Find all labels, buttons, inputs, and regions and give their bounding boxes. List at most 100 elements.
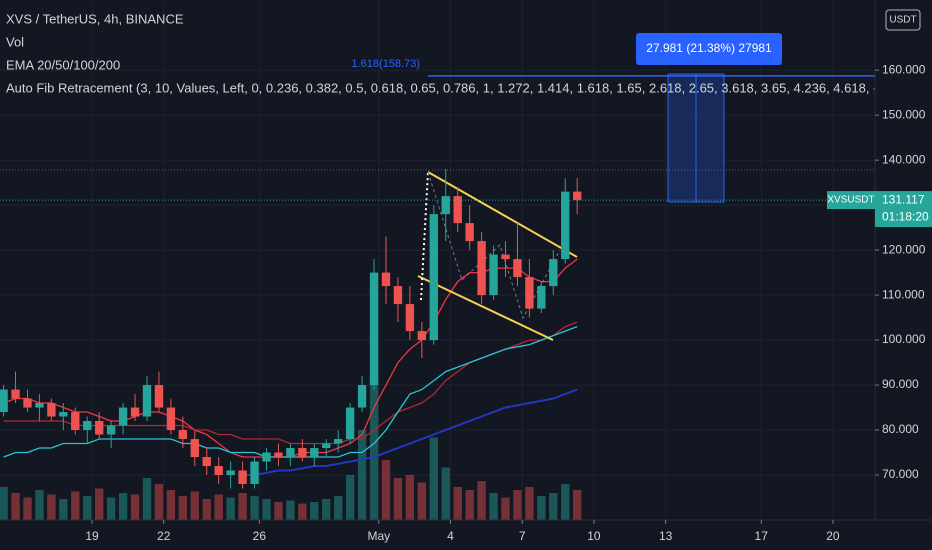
candle-body [35,403,44,408]
x-tick-label: 26 [253,529,267,543]
legend-line: Auto Fib Retracement (3, 10, Values, Lef… [6,80,932,95]
candle-body [11,389,20,399]
legend: XVS / TetherUS, 4h, BINANCE Vol EMA 20/50/… [6,11,932,95]
legend-line: EMA 20/50/100/200 [6,57,120,72]
volume-bar [118,493,128,520]
candle-body [95,421,104,435]
candle-body [334,439,343,444]
volume-bar [71,491,80,520]
y-tick-label: 140.000 [882,152,926,166]
candle-body [59,412,68,417]
volume-bar [286,500,295,520]
volume-bar [154,484,164,520]
price-tag-symbol: XVSUSDT [827,195,874,206]
volume-bar [429,437,438,520]
volume-bar [477,481,486,520]
volume-bar [322,499,331,520]
volume-bar [334,496,343,520]
candle-body [214,466,223,476]
volume-bar [23,497,32,520]
candle-body [130,407,140,417]
volume-bar [190,491,199,520]
y-tick-label: 90.000 [882,377,919,391]
volume-bar [357,430,367,520]
volume-bar [47,494,56,520]
volume-bar [298,503,307,520]
volume-bar [142,478,152,520]
ema-line [242,388,578,476]
price-tag-box [875,191,932,228]
measure-label: 27.981 (21.38%) 27981 [646,41,772,55]
candle-body [202,457,211,467]
x-tick-label: 22 [157,529,171,543]
candle-body [549,259,558,287]
candle-body [238,470,247,485]
trendline [417,275,554,341]
candle-body [465,223,474,242]
candle-body [537,286,546,309]
y-tick-label: 120.000 [882,242,926,256]
x-tick-label: 10 [587,529,601,543]
volume-bar [262,499,271,520]
candle-body [393,286,403,305]
candle-body [561,191,570,260]
volume-bar [561,484,570,520]
x-tick-label: 4 [447,529,454,543]
pole-line [420,171,429,301]
candle-body [154,385,164,408]
candle-body [369,272,379,386]
y-tick-label: 70.000 [882,467,919,481]
volume-bar [310,502,319,520]
candle-body [489,254,498,296]
candle-body [166,407,176,431]
candle-body [513,259,522,278]
volume-bar [214,494,223,520]
volume-bar [465,490,474,520]
volume-bar [549,493,558,520]
volume-bar [106,497,116,520]
volume-bar [274,502,283,520]
volume-bar [381,460,391,520]
y-tick-label: 150.000 [882,107,926,121]
volume-bar [178,496,188,520]
volume-bar [489,493,498,520]
volume-bar [83,496,92,520]
axes: 70.000 80.000 90.000 100.000 110.000 120.000 1… [85,62,925,543]
candle-body [501,254,510,260]
x-tick-label: 17 [755,529,769,543]
volume-bar [226,497,235,520]
candle-body [417,331,427,341]
volume-bar [202,499,211,520]
volume-bar [453,487,462,520]
measure-label-box [636,33,782,65]
volume-bar [393,478,403,520]
volume-bar [11,493,20,520]
trendline [427,171,578,258]
currency: USDT [889,15,916,26]
candle-body [71,412,80,431]
price-tag-symbol-box [827,191,875,210]
price-tag-countdown: 01:18:20 [882,209,929,223]
volume-bar [238,493,247,520]
volume-bar [35,490,44,520]
volume-bar [369,377,379,520]
candle-body [573,191,582,201]
x-tick-label: 7 [519,529,526,543]
price-tag-value: 131.117 [882,192,925,206]
candle-body [190,439,199,458]
volume-bar [513,490,522,520]
volume-bar [417,482,427,520]
candle-body [405,304,415,332]
volume-bar [0,487,8,520]
currency-box [885,9,921,31]
candle-body [118,407,128,426]
fib-label: 1.618(158.73) [352,58,421,70]
candle-body [477,241,486,296]
volume-bar [405,475,415,520]
x-tick-label: 19 [85,529,99,543]
y-tick-label: 100.000 [882,332,926,346]
volume-bar [537,496,546,520]
candle-body [286,448,295,458]
candle-body [178,430,188,440]
